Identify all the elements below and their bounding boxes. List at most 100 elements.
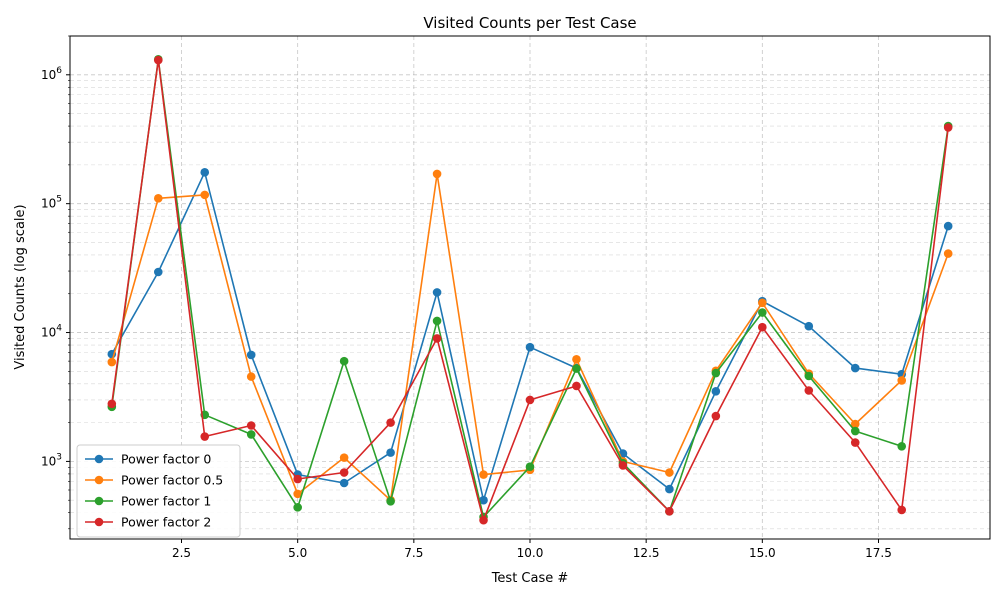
data-point: [665, 507, 674, 516]
data-point: [246, 421, 256, 430]
legend-item: Power factor 0: [85, 452, 211, 467]
legend-item: Power factor 0.5: [85, 473, 223, 488]
data-point: [200, 190, 210, 200]
y-tick-label-base: 10: [41, 326, 56, 340]
data-point: [850, 426, 860, 436]
data-point: [293, 474, 302, 484]
legend-label: Power factor 0.5: [121, 473, 223, 488]
legend-item: Power factor 2: [85, 515, 211, 530]
x-tick-label: 12.5: [633, 546, 660, 560]
data-point: [479, 495, 488, 505]
data-point: [943, 249, 953, 258]
x-tick-label: 17.5: [865, 546, 892, 560]
data-point: [943, 123, 953, 132]
data-point: [153, 267, 163, 277]
data-point: [525, 342, 535, 352]
data-point: [386, 448, 395, 457]
data-point: [897, 441, 907, 451]
data-point: [246, 372, 256, 381]
legend-swatch-marker: [94, 475, 104, 485]
data-point: [386, 418, 395, 427]
y-tick-label-base: 10: [41, 197, 56, 211]
data-point: [850, 363, 860, 373]
data-point: [200, 168, 210, 177]
data-point: [293, 489, 302, 499]
legend-label: Power factor 0: [121, 452, 211, 467]
legend-swatch-marker: [94, 496, 104, 506]
data-point: [339, 478, 349, 488]
data-point: [618, 461, 628, 470]
data-point: [339, 453, 349, 462]
data-point: [850, 419, 860, 429]
y-tick-label-base: 10: [41, 68, 56, 82]
x-tick-label: 2.5: [172, 546, 191, 560]
data-point: [339, 356, 349, 366]
data-point: [153, 194, 163, 203]
series-3: [107, 55, 953, 525]
data-point: [711, 386, 721, 396]
data-point: [432, 316, 442, 326]
data-point: [711, 411, 721, 421]
data-point: [107, 357, 117, 367]
data-point: [804, 386, 814, 395]
x-tick-label: 5.0: [288, 546, 307, 560]
data-point: [432, 169, 442, 179]
y-tick-label: 105: [41, 195, 62, 211]
data-point: [804, 321, 814, 331]
series-0: [107, 168, 953, 505]
data-point: [339, 468, 349, 477]
y-tick-label-exponent: 5: [56, 195, 62, 205]
data-point: [897, 376, 907, 385]
x-tick-label: 10.0: [517, 546, 544, 560]
data-point: [758, 298, 767, 308]
data-point: [293, 503, 302, 512]
x-axis: 2.5 5.0 7.5 10.0 12.5 15.0 17.5: [172, 539, 892, 560]
data-point: [107, 399, 117, 409]
data-point: [665, 468, 674, 477]
grid: [70, 35, 990, 539]
data-point: [572, 364, 581, 373]
y-tick-label: 103: [41, 452, 62, 468]
data-point: [525, 395, 535, 405]
series-layer: [107, 54, 953, 525]
x-axis-label: Test Case #: [491, 571, 569, 586]
data-point: [432, 334, 442, 343]
y-tick-label-exponent: 6: [56, 66, 62, 76]
data-point: [479, 515, 488, 525]
legend-swatch-marker: [94, 454, 104, 464]
y-tick-label-exponent: 3: [56, 452, 62, 462]
data-point: [479, 470, 488, 479]
x-tick-label: 7.5: [404, 546, 423, 560]
data-point: [386, 497, 395, 506]
data-point: [246, 430, 256, 439]
data-point: [525, 462, 535, 471]
legend-label: Power factor 2: [121, 515, 211, 530]
legend-item: Power factor 1: [85, 494, 211, 509]
data-point: [758, 322, 767, 332]
data-point: [153, 55, 163, 65]
data-point: [200, 432, 210, 441]
data-point: [572, 381, 581, 391]
y-tick-label-base: 10: [41, 454, 56, 468]
x-tick-label: 15.0: [749, 546, 776, 560]
chart-title: Visited Counts per Test Case: [423, 14, 636, 32]
data-point: [897, 505, 907, 515]
y-tick-label-exponent: 4: [56, 324, 62, 334]
y-axis-label: Visited Counts (log scale): [13, 204, 28, 369]
data-point: [804, 371, 814, 381]
legend-box: [76, 444, 241, 538]
legend-label: Power factor 1: [121, 494, 211, 509]
y-tick-label: 104: [41, 324, 62, 340]
data-point: [572, 354, 581, 364]
data-point: [850, 438, 860, 447]
data-point: [758, 308, 767, 317]
data-point: [665, 484, 674, 494]
legend-swatch-marker: [94, 517, 104, 527]
data-point: [711, 368, 721, 378]
legend: Power factor 0 Power factor 0.5 Power fact…: [76, 444, 241, 538]
data-point: [246, 350, 256, 360]
data-point: [432, 288, 442, 297]
data-point: [943, 221, 953, 231]
